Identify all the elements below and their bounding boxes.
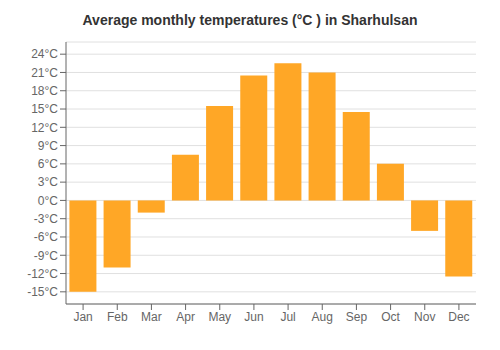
svg-text:Feb: Feb — [107, 310, 128, 324]
svg-text:9°C: 9°C — [38, 139, 58, 153]
svg-text:-9°C: -9°C — [34, 249, 58, 263]
svg-text:May: May — [208, 310, 231, 324]
svg-text:12°C: 12°C — [31, 121, 58, 135]
svg-text:21°C: 21°C — [31, 66, 58, 80]
svg-text:Jun: Jun — [244, 310, 263, 324]
svg-text:15°C: 15°C — [31, 102, 58, 116]
svg-text:Aug: Aug — [312, 310, 333, 324]
svg-text:0°C: 0°C — [38, 194, 58, 208]
svg-text:Sep: Sep — [346, 310, 368, 324]
svg-text:-15°C: -15°C — [27, 285, 58, 299]
svg-text:Mar: Mar — [141, 310, 162, 324]
html-text:Average monthly temperatures (: Average monthly temperatures (°C ) in Sh… — [82, 12, 418, 28]
svg-text:Jul: Jul — [280, 310, 295, 324]
svg-text:24°C: 24°C — [31, 47, 58, 61]
svg-text:-12°C: -12°C — [27, 267, 58, 281]
svg-text:Dec: Dec — [448, 310, 469, 324]
svg-text:Jan: Jan — [73, 310, 92, 324]
svg-text:Oct: Oct — [381, 310, 400, 324]
svg-text:Apr: Apr — [176, 310, 195, 324]
svg-text:3°C: 3°C — [38, 175, 58, 189]
svg-text:Nov: Nov — [414, 310, 435, 324]
svg-text:-6°C: -6°C — [34, 230, 58, 244]
svg-text:18°C: 18°C — [31, 84, 58, 98]
svg-text:6°C: 6°C — [38, 157, 58, 171]
svg-text:-3°C: -3°C — [34, 212, 58, 226]
